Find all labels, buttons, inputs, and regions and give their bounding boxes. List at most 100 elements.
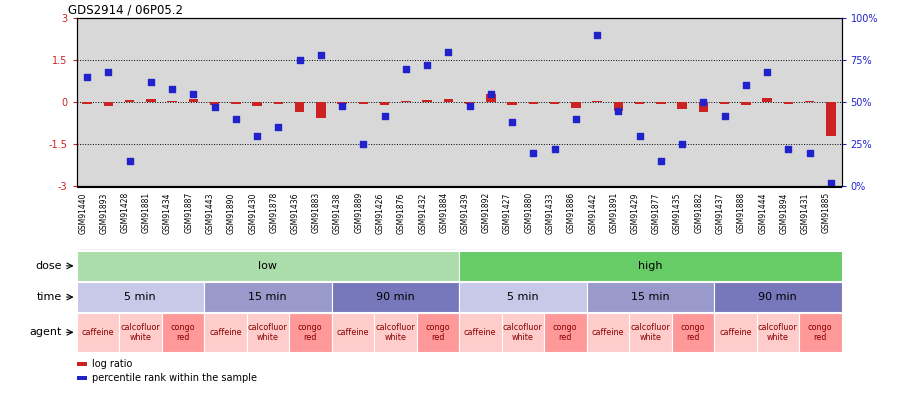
Bar: [757, 313, 799, 352]
Text: GSM91880: GSM91880: [525, 192, 534, 233]
Text: GSM91876: GSM91876: [397, 192, 406, 234]
Bar: [289, 313, 331, 352]
Text: caffeine: caffeine: [591, 328, 624, 337]
Point: [356, 141, 371, 147]
Text: GSM91432: GSM91432: [418, 192, 427, 234]
Bar: [401, 101, 410, 102]
Bar: [464, 102, 474, 104]
Text: GSM91890: GSM91890: [227, 192, 236, 234]
Text: GSM91437: GSM91437: [716, 192, 724, 234]
Bar: [119, 313, 161, 352]
Bar: [358, 102, 368, 104]
Bar: [331, 313, 374, 352]
Text: GSM91431: GSM91431: [801, 192, 810, 234]
Text: dose: dose: [35, 261, 61, 271]
Text: GSM91438: GSM91438: [333, 192, 342, 234]
Text: calcofluor
white: calcofluor white: [630, 323, 670, 342]
Point: [739, 82, 753, 89]
Text: caffeine: caffeine: [82, 328, 114, 337]
Bar: [720, 102, 729, 104]
Bar: [614, 102, 623, 111]
Text: GSM91429: GSM91429: [631, 192, 640, 234]
Point: [653, 158, 668, 164]
Text: GSM91435: GSM91435: [673, 192, 682, 234]
Bar: [331, 282, 459, 312]
Point: [824, 180, 838, 186]
Text: GSM91888: GSM91888: [737, 192, 746, 233]
Point: [144, 79, 158, 85]
Bar: [799, 313, 842, 352]
Text: calcofluor
white: calcofluor white: [121, 323, 160, 342]
Text: caffeine: caffeine: [719, 328, 752, 337]
Bar: [210, 102, 220, 104]
Point: [803, 149, 817, 156]
Bar: [82, 102, 92, 104]
Text: GSM91889: GSM91889: [355, 192, 364, 233]
Text: percentile rank within the sample: percentile rank within the sample: [92, 373, 256, 383]
Bar: [444, 99, 454, 102]
Point: [271, 124, 285, 131]
Bar: [678, 102, 687, 109]
Text: GSM91443: GSM91443: [205, 192, 214, 234]
Point: [122, 158, 137, 164]
Bar: [204, 313, 247, 352]
Bar: [671, 313, 714, 352]
Bar: [762, 98, 772, 102]
Bar: [104, 102, 113, 106]
Text: congo
red: congo red: [426, 323, 450, 342]
Bar: [204, 282, 331, 312]
Text: GSM91442: GSM91442: [588, 192, 597, 234]
Point: [377, 113, 392, 119]
Bar: [572, 102, 580, 108]
Text: GSM91426: GSM91426: [375, 192, 384, 234]
Text: GSM91440: GSM91440: [78, 192, 87, 234]
Text: GSM91882: GSM91882: [695, 192, 704, 233]
Point: [207, 104, 221, 111]
Bar: [501, 313, 544, 352]
Text: 15 min: 15 min: [631, 292, 670, 302]
Text: low: low: [258, 261, 277, 271]
Point: [335, 102, 349, 109]
Text: GSM91878: GSM91878: [269, 192, 278, 233]
Text: GSM91885: GSM91885: [822, 192, 831, 233]
Point: [526, 149, 541, 156]
Text: high: high: [638, 261, 662, 271]
Bar: [146, 100, 156, 102]
Point: [250, 133, 265, 139]
Point: [675, 141, 689, 147]
Point: [760, 69, 774, 75]
Text: GSM91428: GSM91428: [121, 192, 130, 233]
Bar: [247, 313, 289, 352]
Point: [441, 49, 455, 55]
Bar: [629, 313, 671, 352]
Text: caffeine: caffeine: [337, 328, 369, 337]
Text: 90 min: 90 min: [759, 292, 797, 302]
Bar: [459, 251, 842, 281]
Bar: [76, 282, 204, 312]
Point: [80, 74, 94, 80]
Text: GSM91430: GSM91430: [248, 192, 257, 234]
Bar: [161, 313, 204, 352]
Bar: [125, 100, 134, 102]
Text: GSM91436: GSM91436: [291, 192, 300, 234]
Text: calcofluor
white: calcofluor white: [503, 323, 543, 342]
Bar: [528, 102, 538, 104]
Bar: [784, 102, 793, 104]
Point: [633, 133, 647, 139]
Point: [505, 119, 519, 126]
Text: GSM91883: GSM91883: [312, 192, 321, 233]
Text: GSM91894: GSM91894: [779, 192, 788, 234]
Bar: [550, 102, 560, 104]
Text: GSM91427: GSM91427: [503, 192, 512, 234]
Text: GSM91893: GSM91893: [99, 192, 108, 234]
Text: log ratio: log ratio: [92, 359, 132, 369]
Text: calcofluor
white: calcofluor white: [375, 323, 415, 342]
Text: GSM91877: GSM91877: [652, 192, 661, 234]
Point: [399, 66, 413, 72]
Point: [420, 62, 435, 68]
Bar: [592, 101, 602, 102]
Text: congo
red: congo red: [170, 323, 195, 342]
Point: [463, 102, 477, 109]
Point: [781, 146, 796, 153]
Bar: [486, 94, 496, 102]
